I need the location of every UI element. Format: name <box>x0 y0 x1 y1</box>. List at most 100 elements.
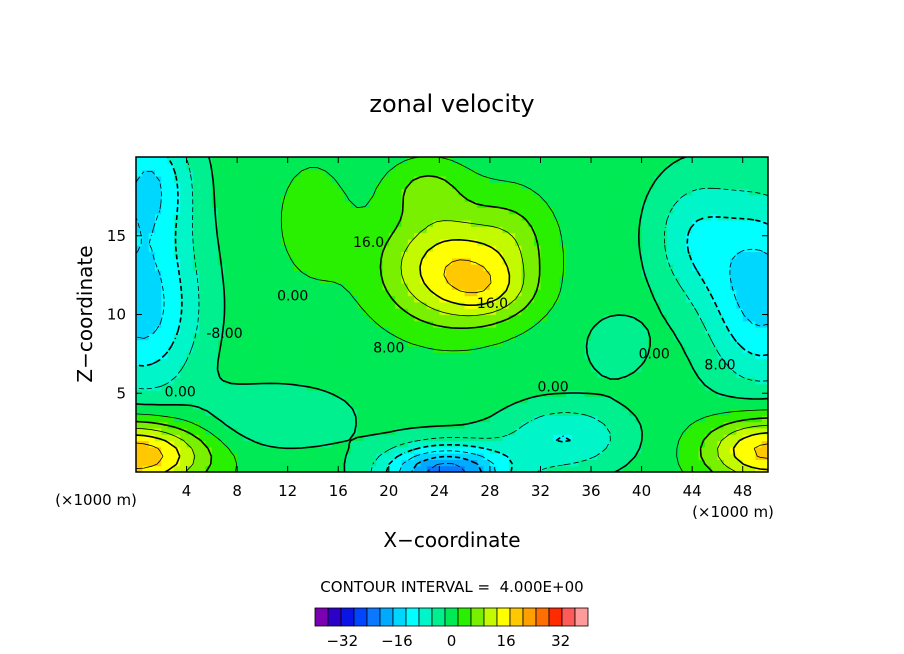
field-cell <box>628 459 636 467</box>
field-cell <box>685 175 693 183</box>
field-cell <box>249 415 257 423</box>
field-cell <box>369 245 377 253</box>
field-cell <box>622 396 630 404</box>
field-cell <box>445 446 453 454</box>
field-cell <box>540 339 548 347</box>
field-cell <box>711 402 719 410</box>
field-cell <box>414 276 421 284</box>
field-cell <box>319 213 327 221</box>
field-cell <box>331 194 339 202</box>
field-cell <box>388 383 396 391</box>
field-cell <box>136 339 143 347</box>
field-cell <box>192 396 200 404</box>
field-cell <box>597 314 605 322</box>
field-cell <box>344 295 352 303</box>
field-cell <box>704 346 712 353</box>
field-cell <box>565 358 573 366</box>
field-cell <box>224 194 232 202</box>
field-cell <box>148 308 156 316</box>
field-cell <box>635 440 643 448</box>
field-cell <box>363 364 371 372</box>
field-cell <box>565 415 573 423</box>
field-cell <box>755 295 763 303</box>
field-cell <box>610 182 617 190</box>
field-cell <box>312 453 320 460</box>
field-cell <box>319 270 327 278</box>
field-cell <box>641 415 649 423</box>
field-cell <box>572 320 579 328</box>
field-cell <box>262 264 270 271</box>
field-cell <box>452 213 459 221</box>
field-cell <box>142 396 150 404</box>
field-cell <box>136 358 143 366</box>
field-cell <box>761 440 768 448</box>
field-cell <box>395 320 403 328</box>
field-cell <box>401 415 409 423</box>
field-cell <box>256 194 263 202</box>
field-cell <box>136 182 143 190</box>
field-cell <box>433 182 440 190</box>
field-cell <box>167 232 175 240</box>
field-cell <box>414 257 421 265</box>
field-cell <box>376 453 384 460</box>
field-cell <box>211 402 219 410</box>
field-cell <box>736 232 744 240</box>
field-cell <box>338 308 346 316</box>
field-cell <box>300 276 308 284</box>
field-cell <box>685 364 693 372</box>
field-cell <box>546 371 554 379</box>
field-cell <box>388 333 396 341</box>
field-cell <box>161 163 169 171</box>
field-cell <box>180 396 188 404</box>
field-cell <box>628 245 636 253</box>
field-cell <box>742 358 750 366</box>
field-cell <box>483 383 491 391</box>
field-cell <box>749 182 756 190</box>
field-cell <box>452 320 459 328</box>
field-cell <box>426 207 434 215</box>
field-cell <box>401 207 409 215</box>
field-cell <box>211 446 219 454</box>
field-cell <box>641 390 649 397</box>
field-cell <box>578 415 586 423</box>
field-cell <box>243 320 251 328</box>
field-cell <box>180 383 188 391</box>
field-cell <box>559 188 567 196</box>
field-cell <box>458 453 466 460</box>
field-cell <box>205 364 213 372</box>
field-cell <box>584 232 592 240</box>
field-cell <box>704 201 712 208</box>
field-cell <box>154 213 162 221</box>
field-cell <box>565 238 573 246</box>
field-cell <box>591 346 598 353</box>
field-cell <box>136 396 143 404</box>
field-cell <box>761 459 768 467</box>
field-cell <box>180 251 188 259</box>
field-cell <box>350 352 358 360</box>
field-cell <box>572 427 579 435</box>
field-cell <box>275 446 282 454</box>
field-cell <box>388 238 396 246</box>
field-cell <box>262 157 270 164</box>
field-cell <box>306 295 314 303</box>
field-cell <box>154 320 162 328</box>
field-cell <box>540 409 548 416</box>
field-cell <box>572 257 579 265</box>
field-cell <box>167 377 175 385</box>
field-cell <box>641 295 649 303</box>
field-cell <box>268 175 276 183</box>
field-cell <box>199 238 207 246</box>
field-cell <box>161 207 169 215</box>
field-cell <box>698 446 706 454</box>
field-cell <box>496 415 504 423</box>
field-cell <box>515 251 523 259</box>
field-cell <box>641 276 649 284</box>
field-cell <box>287 245 295 253</box>
field-cell <box>439 371 447 379</box>
field-cell <box>736 257 744 265</box>
field-cell <box>761 383 768 391</box>
field-cell <box>647 327 655 334</box>
field-cell <box>711 175 719 183</box>
field-cell <box>319 377 327 385</box>
field-cell <box>515 245 523 253</box>
